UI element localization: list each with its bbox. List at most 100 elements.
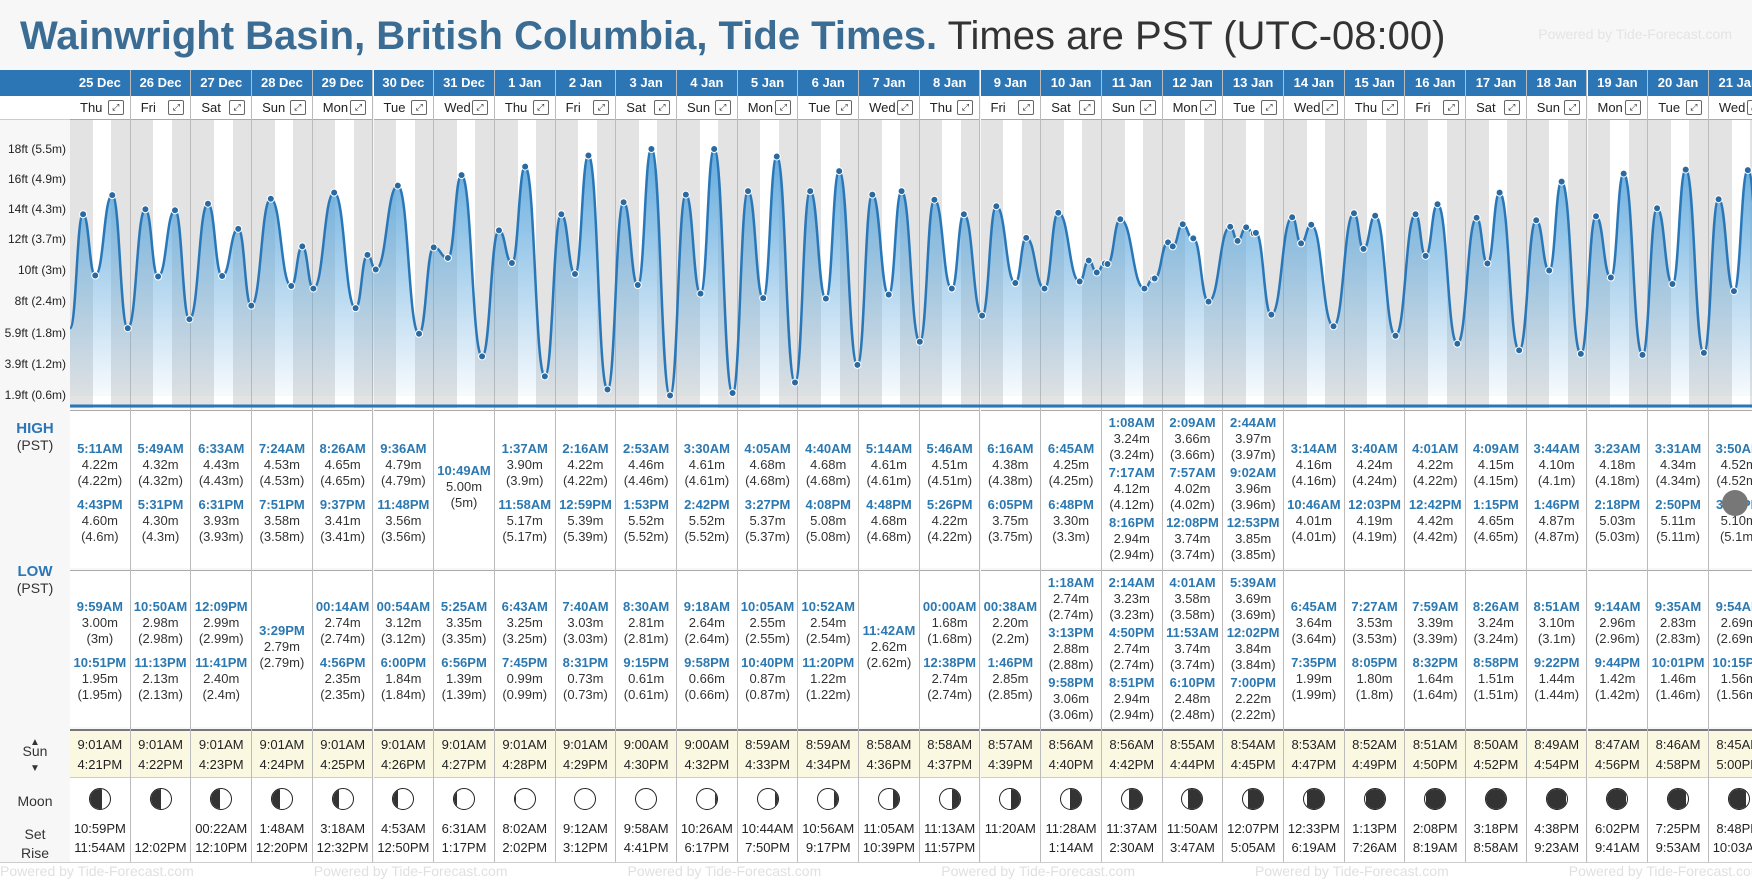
- low-tide-point[interactable]: [603, 385, 612, 394]
- day-date-header[interactable]: 28 Dec: [252, 70, 312, 96]
- expand-day-icon[interactable]: ⤢: [1260, 100, 1277, 115]
- day-date-header[interactable]: 31 Dec: [434, 70, 494, 96]
- low-tide-point[interactable]: [1453, 339, 1462, 348]
- expand-day-icon[interactable]: ⤢: [1685, 100, 1702, 115]
- high-tide-point[interactable]: [494, 226, 503, 235]
- low-tide-point[interactable]: [1606, 273, 1615, 282]
- day-date-header[interactable]: 15 Jan: [1344, 70, 1405, 96]
- day-date-header[interactable]: 14 Jan: [1284, 70, 1344, 96]
- day-date-header[interactable]: 20 Jan: [1648, 70, 1708, 96]
- scroll-right-handle[interactable]: [1722, 490, 1748, 516]
- low-tide-point[interactable]: [1233, 236, 1242, 245]
- low-tide-point[interactable]: [791, 378, 800, 387]
- low-tide-point[interactable]: [915, 337, 924, 346]
- expand-day-icon[interactable]: ⤢: [350, 100, 367, 115]
- day-date-header[interactable]: 25 Dec: [70, 70, 130, 96]
- low-tide-point[interactable]: [443, 253, 452, 262]
- high-tide-point[interactable]: [992, 202, 1001, 211]
- high-tide-point[interactable]: [710, 144, 719, 153]
- low-tide-point[interactable]: [884, 290, 893, 299]
- high-tide-point[interactable]: [521, 162, 530, 171]
- low-tide-point[interactable]: [728, 388, 737, 397]
- high-tide-point[interactable]: [1307, 220, 1316, 229]
- high-tide-point[interactable]: [1349, 209, 1358, 218]
- high-tide-point[interactable]: [1495, 188, 1504, 197]
- low-tide-point[interactable]: [853, 360, 862, 369]
- expand-day-icon[interactable]: ⤢: [957, 100, 974, 115]
- expand-day-icon[interactable]: ⤢: [1078, 100, 1095, 115]
- high-tide-point[interactable]: [234, 224, 243, 233]
- low-tide-point[interactable]: [287, 282, 296, 291]
- low-tide-point[interactable]: [1075, 277, 1084, 286]
- high-tide-point[interactable]: [584, 151, 593, 160]
- low-tide-point[interactable]: [371, 265, 380, 274]
- high-tide-point[interactable]: [1557, 177, 1566, 186]
- low-tide-point[interactable]: [1329, 322, 1338, 331]
- low-tide-point[interactable]: [1040, 284, 1049, 293]
- high-tide-point[interactable]: [363, 250, 372, 259]
- high-tide-point[interactable]: [108, 191, 117, 200]
- expand-day-icon[interactable]: ⤢: [593, 100, 610, 115]
- expand-day-icon[interactable]: ⤢: [1382, 100, 1399, 115]
- high-tide-point[interactable]: [647, 144, 656, 153]
- high-tide-point[interactable]: [1251, 228, 1260, 237]
- day-date-header[interactable]: 27 Dec: [191, 70, 252, 96]
- low-tide-point[interactable]: [1545, 266, 1554, 275]
- high-tide-point[interactable]: [1681, 165, 1690, 174]
- high-tide-point[interactable]: [1433, 200, 1442, 209]
- day-date-header[interactable]: 3 Jan: [616, 70, 676, 96]
- high-tide-point[interactable]: [1288, 213, 1297, 222]
- day-date-header[interactable]: 30 Dec: [373, 70, 434, 96]
- day-date-header[interactable]: 26 Dec: [130, 70, 191, 96]
- low-tide-point[interactable]: [1576, 349, 1585, 358]
- expand-day-icon[interactable]: ⤢: [289, 100, 306, 115]
- expand-day-icon[interactable]: ⤢: [836, 100, 853, 115]
- expand-day-icon[interactable]: ⤢: [1564, 100, 1581, 115]
- low-tide-point[interactable]: [1699, 348, 1708, 357]
- high-tide-point[interactable]: [1743, 166, 1752, 175]
- expand-day-icon[interactable]: ⤢: [896, 100, 913, 115]
- high-tide-point[interactable]: [959, 210, 968, 219]
- low-tide-point[interactable]: [1483, 259, 1492, 268]
- low-tide-point[interactable]: [1011, 279, 1020, 288]
- high-tide-point[interactable]: [1084, 256, 1093, 265]
- low-tide-point[interactable]: [1391, 331, 1400, 340]
- day-date-header[interactable]: 16 Jan: [1405, 70, 1466, 96]
- low-tide-point[interactable]: [759, 294, 768, 303]
- day-date-header[interactable]: 1 Jan: [494, 70, 555, 96]
- low-tide-point[interactable]: [1103, 259, 1112, 268]
- day-date-header[interactable]: 17 Jan: [1466, 70, 1526, 96]
- day-date-header[interactable]: 7 Jan: [859, 70, 919, 96]
- high-tide-point[interactable]: [1178, 220, 1187, 229]
- low-tide-point[interactable]: [540, 372, 549, 381]
- day-date-header[interactable]: 5 Jan: [737, 70, 798, 96]
- low-tide-point[interactable]: [1729, 287, 1738, 296]
- low-tide-point[interactable]: [247, 301, 256, 310]
- expand-day-icon[interactable]: ⤢: [168, 100, 185, 115]
- low-tide-point[interactable]: [696, 289, 705, 298]
- expand-day-icon[interactable]: ⤢: [653, 100, 670, 115]
- low-tide-point[interactable]: [1140, 284, 1149, 293]
- high-tide-point[interactable]: [171, 206, 180, 215]
- high-tide-point[interactable]: [897, 187, 906, 196]
- high-tide-point[interactable]: [1022, 233, 1031, 242]
- expand-day-icon[interactable]: ⤢: [229, 100, 246, 115]
- high-tide-point[interactable]: [457, 171, 466, 180]
- low-tide-point[interactable]: [947, 284, 956, 293]
- low-tide-point[interactable]: [351, 304, 360, 313]
- high-tide-point[interactable]: [1116, 215, 1125, 224]
- high-tide-point[interactable]: [1189, 234, 1198, 243]
- day-date-header[interactable]: 18 Jan: [1526, 70, 1587, 96]
- day-date-header[interactable]: 10 Jan: [1041, 70, 1101, 96]
- low-tide-point[interactable]: [415, 329, 424, 338]
- low-tide-point[interactable]: [633, 281, 642, 290]
- low-tide-point[interactable]: [1359, 244, 1368, 253]
- high-tide-point[interactable]: [1532, 216, 1541, 225]
- low-tide-point[interactable]: [1515, 346, 1524, 355]
- low-tide-point[interactable]: [1204, 297, 1213, 306]
- low-tide-point[interactable]: [91, 271, 100, 280]
- day-date-header[interactable]: 12 Jan: [1162, 70, 1223, 96]
- expand-day-icon[interactable]: ⤢: [532, 100, 549, 115]
- low-tide-point[interactable]: [1297, 239, 1306, 248]
- expand-day-icon[interactable]: ⤢: [1139, 100, 1156, 115]
